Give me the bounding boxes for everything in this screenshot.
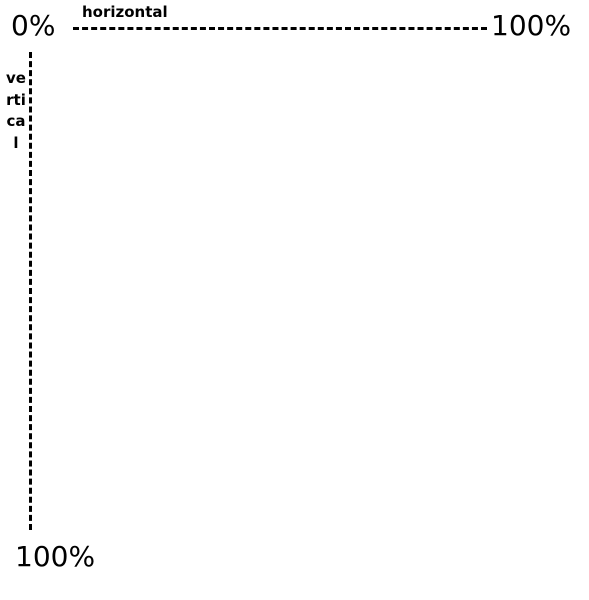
- horizontal-end-label: 100%: [491, 9, 572, 42]
- vertical-axis-title: vertical: [6, 69, 26, 152]
- vertical-axis-line: [29, 52, 32, 530]
- horizontal-axis-title: horizontal: [82, 3, 168, 21]
- vertical-end-label: 100%: [15, 540, 96, 573]
- horizontal-axis-line: [73, 27, 487, 30]
- origin-label: 0%: [11, 9, 56, 42]
